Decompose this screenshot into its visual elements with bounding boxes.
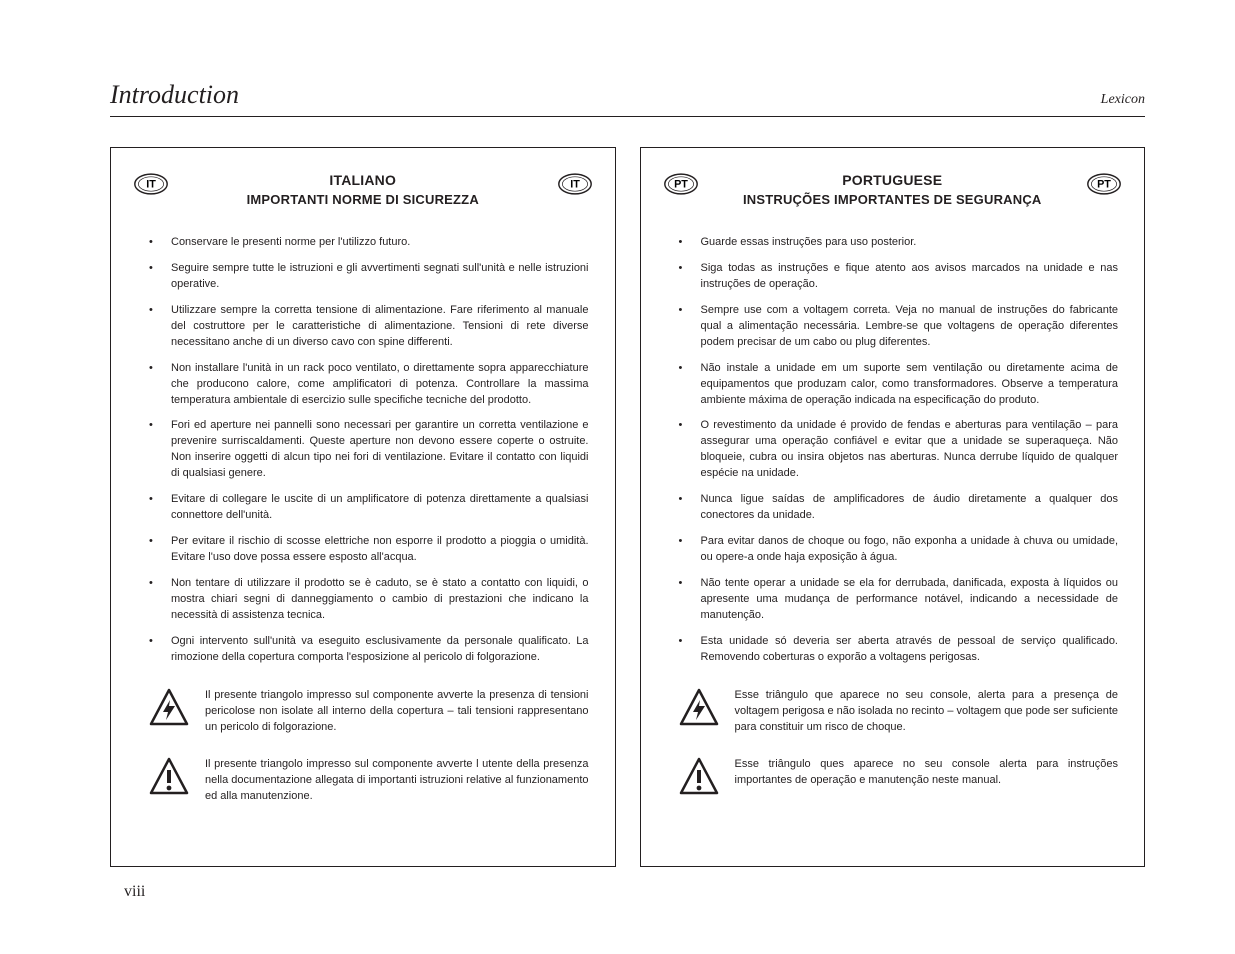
instruction-warning: Il presente triangolo impresso sul compo… bbox=[133, 757, 593, 805]
bullet-list-right: Guarde essas instruções para uso posteri… bbox=[663, 235, 1123, 666]
voltage-warning-text: Il presente triangolo impresso sul compo… bbox=[205, 688, 589, 736]
list-item: Utilizzare sempre la corretta tensione d… bbox=[149, 303, 589, 351]
voltage-warning-text: Esse triângulo que aparece no seu consol… bbox=[735, 688, 1119, 736]
page-number: viii bbox=[124, 883, 1145, 901]
list-item: Não tente operar a unidade se ela for de… bbox=[679, 576, 1119, 624]
exclamation-triangle-icon bbox=[679, 757, 719, 797]
lang-name-right: PORTUGUESE bbox=[743, 172, 1042, 188]
panel-italiano: IT ITALIANO IMPORTANTI NORME DI SICUREZZ… bbox=[110, 147, 616, 867]
instruction-warning-text: Esse triângulo ques aparece no seu conso… bbox=[735, 757, 1119, 789]
list-item: Ogni intervento sull'unità va eseguito e… bbox=[149, 634, 589, 666]
list-item: Seguire sempre tutte le istruzioni e gli… bbox=[149, 261, 589, 293]
list-item: Non tentare di utilizzare il prodotto se… bbox=[149, 576, 589, 624]
panel-header-left: IT ITALIANO IMPORTANTI NORME DI SICUREZZ… bbox=[133, 172, 593, 207]
list-item: Per evitare il rischio di scosse elettri… bbox=[149, 534, 589, 566]
lightning-triangle-icon bbox=[679, 688, 719, 728]
lightning-triangle-icon bbox=[149, 688, 189, 728]
svg-text:PT: PT bbox=[674, 179, 688, 191]
section-title: Introduction bbox=[110, 80, 239, 110]
content-columns: IT ITALIANO IMPORTANTI NORME DI SICUREZZ… bbox=[110, 147, 1145, 867]
svg-text:IT: IT bbox=[146, 179, 156, 191]
voltage-warning: Il presente triangolo impresso sul compo… bbox=[133, 688, 593, 736]
list-item: Evitare di collegare le uscite di un amp… bbox=[149, 492, 589, 524]
svg-text:PT: PT bbox=[1097, 179, 1111, 191]
brand-name: Lexicon bbox=[1101, 92, 1145, 108]
list-item: Non installare l'unità in un rack poco v… bbox=[149, 361, 589, 409]
page-header: Introduction Lexicon bbox=[110, 80, 1145, 117]
list-item: Fori ed aperture nei pannelli sono neces… bbox=[149, 418, 589, 482]
lang-name-left: ITALIANO bbox=[247, 172, 479, 188]
voltage-warning: Esse triângulo que aparece no seu consol… bbox=[663, 688, 1123, 736]
panel-titles-right: PORTUGUESE INSTRUÇÕES IMPORTANTES DE SEG… bbox=[703, 172, 1082, 207]
bullet-list-left: Conservare le presenti norme per l'utili… bbox=[133, 235, 593, 666]
lang-subtitle-right: INSTRUÇÕES IMPORTANTES DE SEGURANÇA bbox=[743, 192, 1042, 207]
list-item: Esta unidade só deveria ser aberta atrav… bbox=[679, 634, 1119, 666]
lang-badge-icon: PT bbox=[663, 172, 699, 196]
list-item: Siga todas as instruções e fique atento … bbox=[679, 261, 1119, 293]
list-item: Conservare le presenti norme per l'utili… bbox=[149, 235, 589, 251]
list-item: Não instale a unidade em um suporte sem … bbox=[679, 361, 1119, 409]
panel-titles-left: ITALIANO IMPORTANTI NORME DI SICUREZZA bbox=[207, 172, 519, 207]
list-item: Sempre use com a voltagem correta. Veja … bbox=[679, 303, 1119, 351]
list-item: Nunca ligue saídas de amplificadores de … bbox=[679, 492, 1119, 524]
instruction-warning-text: Il presente triangolo impresso sul compo… bbox=[205, 757, 589, 805]
lang-badge-icon: PT bbox=[1086, 172, 1122, 196]
lang-subtitle-left: IMPORTANTI NORME DI SICUREZZA bbox=[247, 192, 479, 207]
lang-badge-icon: IT bbox=[133, 172, 169, 196]
panel-portuguese: PT PORTUGUESE INSTRUÇÕES IMPORTANTES DE … bbox=[640, 147, 1146, 867]
list-item: Para evitar danos de choque ou fogo, não… bbox=[679, 534, 1119, 566]
lang-badge-icon: IT bbox=[557, 172, 593, 196]
exclamation-triangle-icon bbox=[149, 757, 189, 797]
list-item: Guarde essas instruções para uso posteri… bbox=[679, 235, 1119, 251]
instruction-warning: Esse triângulo ques aparece no seu conso… bbox=[663, 757, 1123, 797]
panel-header-right: PT PORTUGUESE INSTRUÇÕES IMPORTANTES DE … bbox=[663, 172, 1123, 207]
svg-text:IT: IT bbox=[570, 179, 580, 191]
list-item: O revestimento da unidade é provido de f… bbox=[679, 418, 1119, 482]
